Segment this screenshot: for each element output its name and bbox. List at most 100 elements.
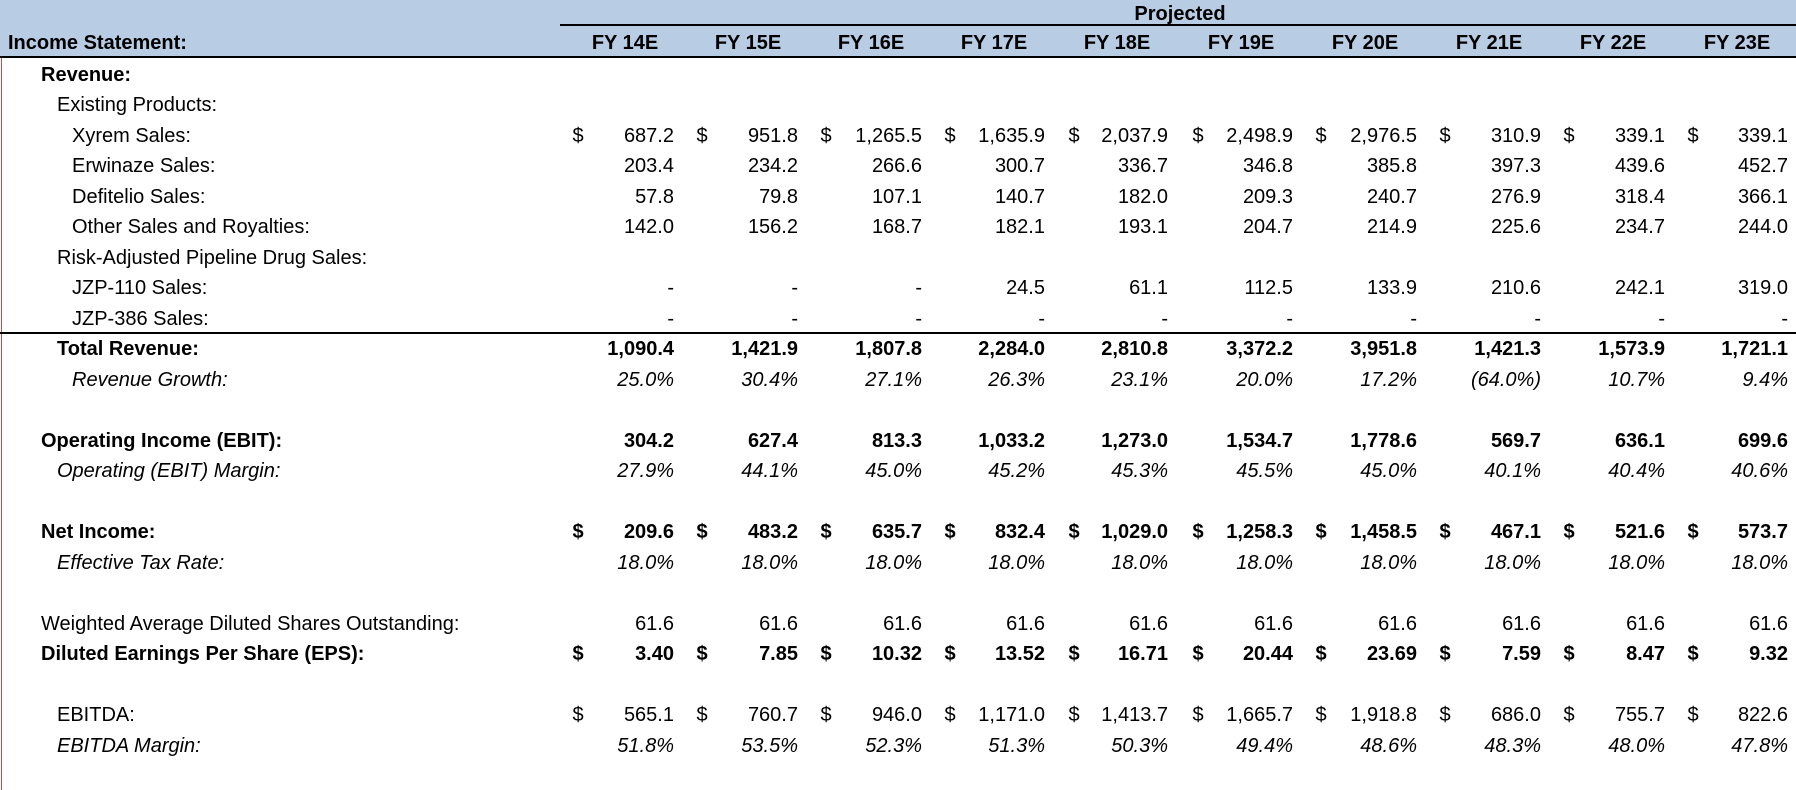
value-cell-revenue-growth: 23.1%: [1111, 369, 1168, 391]
value-cell-erwinaze-sales: 452.7: [1737, 155, 1788, 177]
currency-symbol: $: [696, 643, 708, 665]
row-label-ebit-margin: Operating (EBIT) Margin:: [57, 460, 281, 482]
value-cell-net-income: 832.4: [994, 521, 1045, 543]
value-cell-jzp110-sales: 242.1: [1614, 277, 1665, 299]
row-label-revenue-heading: Revenue:: [41, 64, 132, 86]
value-cell-ebit: 699.6: [1737, 430, 1788, 452]
value-cell-ebitda: 686.0: [1490, 704, 1541, 726]
value-cell-net-income: 1,458.5: [1350, 521, 1417, 543]
value-cell-ebit: 813.3: [871, 430, 922, 452]
currency-symbol: $: [696, 704, 708, 726]
currency-symbol: $: [1315, 521, 1327, 543]
value-cell-ebitda: 1,665.7: [1226, 704, 1293, 726]
value-cell-erwinaze-sales: 346.8: [1242, 155, 1293, 177]
value-cell-ebit: 1,778.6: [1350, 430, 1417, 452]
value-cell-tax-rate: 18.0%: [1111, 552, 1168, 574]
value-cell-ebit: 1,033.2: [978, 430, 1045, 452]
value-cell-tax-rate: 18.0%: [617, 552, 674, 574]
value-cell-revenue-growth: 25.0%: [617, 369, 674, 391]
currency-symbol: $: [1563, 704, 1575, 726]
value-cell-jzp386-sales: -: [1286, 308, 1293, 330]
value-cell-ebit: 304.2: [623, 430, 674, 452]
row-label-diluted-eps: Diluted Earnings Per Share (EPS):: [41, 643, 365, 665]
currency-symbol: $: [1192, 521, 1204, 543]
value-cell-xyrem-sales: 1,265.5: [855, 125, 922, 147]
value-cell-other-sales: 244.0: [1737, 216, 1788, 238]
value-cell-revenue-growth: 17.2%: [1360, 369, 1417, 391]
value-cell-ebit-margin: 40.4%: [1608, 460, 1665, 482]
value-cell-revenue-growth: 27.1%: [865, 369, 922, 391]
value-cell-ebit-margin: 27.9%: [617, 460, 674, 482]
value-cell-ebit-margin: 45.0%: [1360, 460, 1417, 482]
value-cell-jzp110-sales: -: [791, 277, 798, 299]
value-cell-diluted-eps: 9.32: [1749, 643, 1788, 665]
value-cell-net-income: 467.1: [1490, 521, 1541, 543]
value-cell-net-income: 1,029.0: [1101, 521, 1168, 543]
currency-symbol: $: [944, 521, 956, 543]
currency-symbol: $: [1563, 125, 1575, 147]
value-cell-jzp110-sales: 61.1: [1129, 277, 1168, 299]
value-cell-total-revenue: 1,421.3: [1474, 338, 1541, 360]
value-cell-net-income: 483.2: [747, 521, 798, 543]
row-label-total-revenue: Total Revenue:: [57, 338, 199, 360]
value-cell-tax-rate: 18.0%: [1608, 552, 1665, 574]
currency-symbol: $: [944, 643, 956, 665]
value-cell-tax-rate: 18.0%: [1236, 552, 1293, 574]
currency-symbol: $: [1687, 643, 1699, 665]
value-cell-total-revenue: 3,372.2: [1226, 338, 1293, 360]
value-cell-ebitda: 822.6: [1737, 704, 1788, 726]
value-cell-xyrem-sales: 687.2: [623, 125, 674, 147]
value-cell-diluted-shares: 61.6: [1502, 613, 1541, 635]
value-cell-ebit: 569.7: [1490, 430, 1541, 452]
row-label-pipeline-heading: Risk-Adjusted Pipeline Drug Sales:: [57, 247, 368, 269]
value-cell-tax-rate: 18.0%: [1731, 552, 1788, 574]
value-cell-jzp110-sales: 210.6: [1490, 277, 1541, 299]
projected-label: Projected: [1134, 3, 1226, 25]
value-cell-jzp110-sales: -: [915, 277, 922, 299]
total-revenue-top-border: [0, 332, 1796, 334]
row-label-erwinaze-sales: Erwinaze Sales:: [72, 155, 216, 177]
year-header: FY 19E: [1207, 32, 1275, 54]
currency-symbol: $: [1315, 704, 1327, 726]
value-cell-other-sales: 156.2: [747, 216, 798, 238]
currency-symbol: $: [820, 643, 832, 665]
value-cell-ebitda-margin: 48.0%: [1608, 735, 1665, 757]
row-label-other-sales: Other Sales and Royalties:: [72, 216, 310, 238]
value-cell-diluted-eps: 8.47: [1626, 643, 1665, 665]
value-cell-other-sales: 204.7: [1242, 216, 1293, 238]
value-cell-xyrem-sales: 339.1: [1614, 125, 1665, 147]
value-cell-total-revenue: 1,721.1: [1721, 338, 1788, 360]
currency-symbol: $: [572, 704, 584, 726]
value-cell-other-sales: 234.7: [1614, 216, 1665, 238]
value-cell-revenue-growth: (64.0%): [1470, 369, 1541, 391]
value-cell-ebitda-margin: 52.3%: [865, 735, 922, 757]
value-cell-diluted-shares: 61.6: [883, 613, 922, 635]
value-cell-net-income: 521.6: [1614, 521, 1665, 543]
value-cell-defitelio-sales: 140.7: [994, 186, 1045, 208]
value-cell-net-income: 635.7: [871, 521, 922, 543]
value-cell-diluted-shares: 61.6: [759, 613, 798, 635]
currency-symbol: $: [696, 125, 708, 147]
value-cell-jzp110-sales: 112.5: [1244, 277, 1293, 299]
value-cell-erwinaze-sales: 439.6: [1614, 155, 1665, 177]
year-header: FY 16E: [837, 32, 905, 54]
value-cell-erwinaze-sales: 385.8: [1366, 155, 1417, 177]
value-cell-diluted-eps: 20.44: [1242, 643, 1293, 665]
value-cell-ebit-margin: 40.1%: [1484, 460, 1541, 482]
value-cell-other-sales: 142.0: [623, 216, 674, 238]
value-cell-revenue-growth: 9.4%: [1742, 369, 1788, 391]
currency-symbol: $: [696, 521, 708, 543]
currency-symbol: $: [1068, 704, 1080, 726]
value-cell-jzp386-sales: -: [1410, 308, 1417, 330]
value-cell-ebitda-margin: 51.8%: [617, 735, 674, 757]
value-cell-ebitda: 946.0: [871, 704, 922, 726]
value-cell-diluted-eps: 7.59: [1502, 643, 1541, 665]
value-cell-total-revenue: 1,807.8: [855, 338, 922, 360]
value-cell-ebitda-margin: 51.3%: [988, 735, 1045, 757]
currency-symbol: $: [1687, 704, 1699, 726]
currency-symbol: $: [572, 125, 584, 147]
currency-symbol: $: [944, 125, 956, 147]
currency-symbol: $: [820, 125, 832, 147]
currency-symbol: $: [1315, 125, 1327, 147]
value-cell-ebit-margin: 40.6%: [1731, 460, 1788, 482]
